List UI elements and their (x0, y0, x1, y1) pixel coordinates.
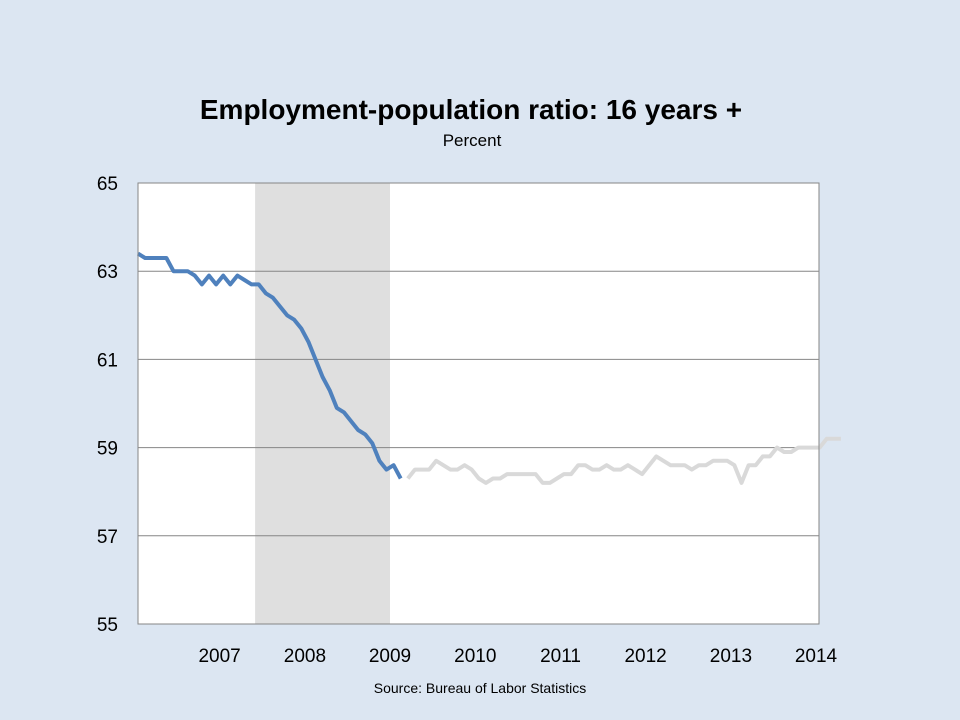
x-axis: 2007 2008 2009 2010 2011 2012 2013 2014 (198, 646, 837, 667)
y-axis: 55 57 59 61 63 65 (97, 174, 118, 636)
x-tick-label: 2012 (624, 646, 666, 667)
series-line-1 (136, 251, 403, 480)
y-tick-label: 65 (97, 174, 118, 195)
y-tick-label: 57 (97, 527, 118, 548)
x-tick-label: 2014 (795, 646, 838, 667)
series-layer (136, 251, 841, 485)
y-tick-label: 55 (97, 615, 118, 636)
source-note: Source: Bureau of Labor Statistics (374, 680, 586, 696)
y-tick-label: 59 (97, 439, 118, 460)
chart-subtitle: Percent (443, 131, 502, 150)
plot-area (138, 183, 819, 624)
x-tick-label: 2008 (284, 646, 326, 667)
x-tick-label: 2011 (540, 646, 581, 667)
y-tick-label: 61 (97, 350, 118, 371)
grid-lines (138, 270, 819, 537)
x-tick-label: 2013 (710, 646, 752, 667)
x-tick-label: 2007 (198, 646, 240, 667)
series-line-2 (406, 436, 841, 485)
plot-border (137, 182, 820, 625)
x-tick-label: 2009 (369, 646, 411, 667)
chart-title: Employment-population ratio: 16 years + (200, 94, 742, 125)
recession-shading (255, 183, 390, 624)
x-tick-label: 2010 (454, 646, 496, 667)
y-tick-label: 63 (97, 262, 118, 283)
